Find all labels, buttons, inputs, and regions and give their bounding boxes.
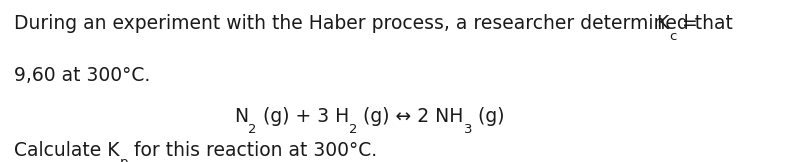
Text: 9,60 at 300°C.: 9,60 at 300°C. — [14, 66, 151, 85]
Text: (g) ↔ 2 NH: (g) ↔ 2 NH — [358, 107, 464, 126]
Text: for this reaction at 300°C.: for this reaction at 300°C. — [128, 140, 377, 160]
Text: Calculate K: Calculate K — [14, 140, 120, 160]
Text: (g): (g) — [472, 107, 504, 126]
Text: 2: 2 — [248, 123, 257, 136]
Text: c: c — [668, 30, 676, 43]
Text: (g) + 3 H: (g) + 3 H — [257, 107, 349, 126]
Text: 2: 2 — [349, 123, 358, 136]
Text: During an experiment with the Haber process, a researcher determined that: During an experiment with the Haber proc… — [14, 14, 734, 33]
Text: K: K — [657, 14, 668, 33]
Text: =: = — [676, 14, 698, 33]
Text: 3: 3 — [464, 123, 472, 136]
Text: p: p — [120, 156, 128, 162]
Text: N: N — [234, 107, 248, 126]
